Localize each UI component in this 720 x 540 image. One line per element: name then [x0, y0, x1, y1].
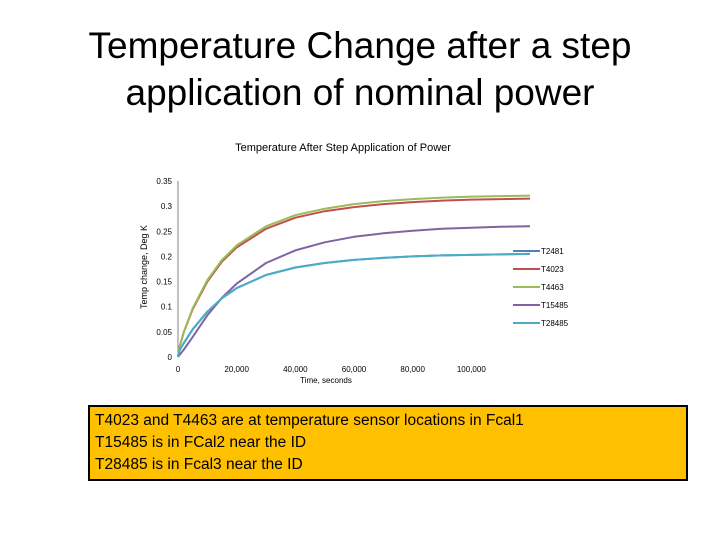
series-lines: [177, 194, 531, 358]
temperature-chart: Temperature After Step Application of Po…: [139, 142, 569, 385]
x-tick-label: 100,000: [457, 365, 486, 374]
x-tick-label: 40,000: [283, 365, 308, 374]
y-tick-label: 0.2: [161, 252, 173, 261]
series-line-t4023: [177, 197, 531, 358]
series-line-t15485: [177, 225, 531, 358]
x-tick-label: 80,000: [400, 365, 425, 374]
slide-title: Temperature Change after a step applicat…: [40, 22, 680, 116]
note-line-2: T15485 is in FCal2 near the ID: [95, 434, 307, 451]
chart-title: Temperature After Step Application of Po…: [235, 142, 451, 154]
legend-label: T2481: [541, 247, 564, 256]
y-tick-label: 0: [168, 353, 173, 362]
series-line-t4463: [177, 194, 531, 358]
x-axis-label: Time, seconds: [300, 376, 352, 385]
slide-title-line-2: application of nominal power: [125, 72, 595, 113]
y-tick-label: 0.3: [161, 202, 173, 211]
y-tick-label: 0.05: [156, 328, 172, 337]
note-line-3: T28485 is in Fcal3 near the ID: [95, 456, 303, 473]
note-box: T4023 and T4463 are at temperature senso…: [88, 405, 688, 481]
x-tick-label: 20,000: [224, 365, 249, 374]
legend-label: T4463: [541, 283, 564, 292]
x-tick-labels: 0 20,000 40,000 60,000 80,000 100,000: [176, 365, 487, 374]
legend-label: T28485: [541, 319, 569, 328]
y-tick-labels: 0 0.05 0.1 0.15 0.2 0.25 0.3 0.35: [156, 177, 172, 362]
slide-title-line-1: Temperature Change after a step: [88, 25, 632, 66]
y-axis-label: Temp change, Deg K: [139, 225, 149, 309]
x-tick-label: 60,000: [342, 365, 367, 374]
series-line-t2481: [177, 252, 531, 358]
y-tick-label: 0.1: [161, 303, 173, 312]
note-line-1: T4023 and T4463 are at temperature senso…: [95, 412, 524, 429]
y-tick-label: 0.15: [156, 278, 172, 287]
x-tick-label: 0: [176, 365, 181, 374]
legend-label: T15485: [541, 301, 569, 310]
y-tick-label: 0.25: [156, 227, 172, 236]
series-line-t28485: [177, 252, 531, 358]
legend-label: T4023: [541, 265, 564, 274]
y-tick-label: 0.35: [156, 177, 172, 186]
legend: T2481 T4023 T4463 T15485 T28485: [513, 247, 569, 328]
